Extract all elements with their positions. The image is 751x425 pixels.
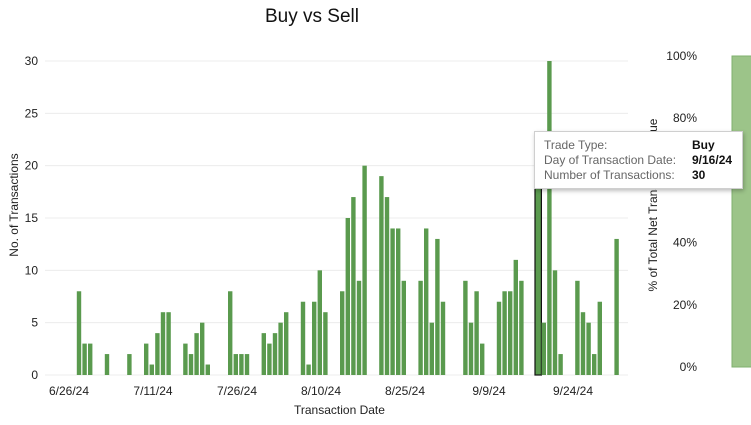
bar[interactable] [233, 354, 238, 375]
tooltip-row-trade-type: Trade Type: Buy [544, 138, 742, 153]
bar[interactable] [362, 165, 367, 375]
y-tick-label: 20 [25, 159, 39, 173]
bar[interactable] [284, 312, 289, 375]
y-tick-label: 15 [25, 211, 39, 225]
bar[interactable] [558, 354, 563, 375]
bar[interactable] [418, 280, 423, 375]
x-tick-label: 6/26/24 [49, 384, 89, 398]
bar[interactable] [519, 280, 524, 375]
y-tick-label: 25 [25, 106, 39, 120]
tooltip: Trade Type: Buy Day of Transaction Date:… [534, 131, 743, 189]
y-tick-label: 5 [31, 316, 38, 330]
bar[interactable] [127, 354, 132, 375]
bar[interactable] [502, 291, 507, 375]
bar[interactable] [306, 364, 311, 375]
bar[interactable] [379, 176, 384, 375]
tooltip-row-count: Number of Transactions: 30 [544, 168, 742, 183]
bar[interactable] [267, 343, 272, 375]
bar[interactable] [547, 61, 552, 375]
bar[interactable] [435, 238, 440, 375]
bar[interactable] [300, 301, 306, 375]
tooltip-label: Trade Type: [544, 138, 608, 152]
bar[interactable] [356, 280, 362, 375]
tooltip-value: 9/16/24 [692, 153, 733, 167]
bar[interactable] [345, 218, 350, 375]
x-tick-label: 7/11/24 [133, 384, 172, 398]
bar[interactable] [194, 333, 199, 375]
bar[interactable] [390, 228, 395, 375]
bar[interactable] [384, 197, 390, 375]
x-tick-label: 8/25/24 [385, 384, 425, 398]
y-axis-label: No. of Transactions [7, 153, 21, 257]
bar[interactable] [239, 354, 244, 375]
chart-title: Buy vs Sell [265, 6, 359, 27]
bar[interactable] [575, 280, 580, 375]
bar[interactable] [312, 301, 317, 375]
bar[interactable] [597, 301, 602, 375]
bar[interactable] [244, 354, 250, 375]
bar[interactable] [166, 312, 171, 375]
bar[interactable] [480, 343, 485, 375]
bar[interactable] [82, 343, 87, 375]
bar[interactable] [104, 354, 110, 375]
bar[interactable] [200, 322, 205, 375]
bar[interactable] [323, 312, 328, 375]
y-tick-label: 10 [25, 263, 39, 277]
bar[interactable] [474, 291, 479, 375]
bar[interactable] [552, 270, 558, 375]
y-tick-label: 0 [31, 368, 38, 382]
percent-tick-label: 20% [673, 298, 697, 312]
percent-tick-label: 80% [673, 111, 697, 125]
bar[interactable] [278, 322, 283, 375]
tooltip-row-date: Day of Transaction Date: 9/16/24 [544, 153, 742, 168]
bar[interactable] [317, 270, 322, 375]
percent-tick-label: 100% [666, 49, 697, 63]
bar[interactable] [580, 312, 586, 375]
bar[interactable] [586, 322, 591, 375]
percent-tick-label: 0% [680, 360, 698, 374]
bar[interactable] [401, 280, 406, 375]
bar[interactable] [424, 228, 429, 375]
bar[interactable] [205, 364, 210, 375]
bar[interactable] [429, 322, 434, 375]
bar[interactable] [468, 322, 474, 375]
bar[interactable] [88, 343, 93, 375]
tooltip-value: Buy [692, 138, 715, 152]
bar[interactable] [272, 333, 278, 375]
bar[interactable] [508, 291, 513, 375]
x-tick-label: 7/26/24 [217, 384, 257, 398]
bar[interactable] [340, 291, 345, 375]
bar[interactable] [614, 238, 619, 375]
bar[interactable] [463, 280, 468, 375]
bar[interactable] [351, 197, 356, 375]
x-tick-label: 9/9/24 [472, 384, 506, 398]
bar[interactable] [541, 322, 546, 375]
bar[interactable] [149, 364, 154, 375]
tooltip-value: 30 [692, 168, 706, 182]
bar[interactable] [496, 301, 502, 375]
bar[interactable] [155, 333, 160, 375]
bar[interactable] [592, 354, 597, 375]
bar[interactable] [160, 312, 166, 375]
y-tick-label: 30 [25, 54, 39, 68]
bar[interactable] [440, 301, 446, 375]
x-axis-label: Transaction Date [294, 403, 385, 417]
tooltip-label: Day of Transaction Date: [544, 153, 677, 167]
bar[interactable] [261, 333, 266, 375]
x-tick-label: 9/24/24 [553, 384, 593, 398]
x-tick-label: 8/10/24 [301, 384, 341, 398]
bar[interactable] [76, 291, 82, 375]
bar[interactable] [396, 228, 401, 375]
percent-bar[interactable] [731, 55, 751, 368]
bar[interactable] [188, 354, 194, 375]
bar[interactable] [144, 343, 149, 375]
bar[interactable] [228, 291, 233, 375]
bar[interactable] [183, 343, 188, 375]
percent-tick-label: 40% [673, 236, 697, 250]
tooltip-label: Number of Transactions: [544, 168, 675, 182]
bar[interactable] [513, 259, 518, 375]
